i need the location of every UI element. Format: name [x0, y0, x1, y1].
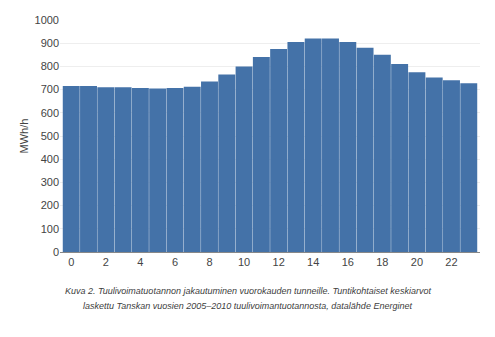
svg-text:laskettu Tanskan vuosien 2005–: laskettu Tanskan vuosien 2005–2010 tuuli… [83, 301, 412, 311]
svg-text:6: 6 [172, 256, 178, 268]
svg-text:4: 4 [137, 256, 143, 268]
svg-text:22: 22 [445, 256, 457, 268]
svg-text:400: 400 [41, 153, 59, 165]
svg-text:800: 800 [41, 60, 59, 72]
svg-text:600: 600 [41, 107, 59, 119]
svg-text:900: 900 [41, 37, 59, 49]
svg-text:0: 0 [53, 246, 59, 258]
svg-text:MWh/h: MWh/h [18, 119, 30, 154]
svg-text:16: 16 [342, 256, 354, 268]
svg-text:1000: 1000 [35, 14, 59, 26]
svg-text:100: 100 [41, 223, 59, 235]
svg-text:500: 500 [41, 130, 59, 142]
svg-text:14: 14 [307, 256, 319, 268]
svg-text:2: 2 [103, 256, 109, 268]
svg-text:20: 20 [411, 256, 423, 268]
svg-text:8: 8 [206, 256, 212, 268]
svg-text:10: 10 [238, 256, 250, 268]
svg-text:200: 200 [41, 199, 59, 211]
svg-text:0: 0 [68, 256, 74, 268]
svg-text:700: 700 [41, 83, 59, 95]
svg-text:12: 12 [273, 256, 285, 268]
svg-text:300: 300 [41, 176, 59, 188]
svg-text:18: 18 [376, 256, 388, 268]
svg-text:Kuva 2. Tuulivoimatuotannon ja: Kuva 2. Tuulivoimatuotannon jakautuminen… [65, 286, 431, 296]
